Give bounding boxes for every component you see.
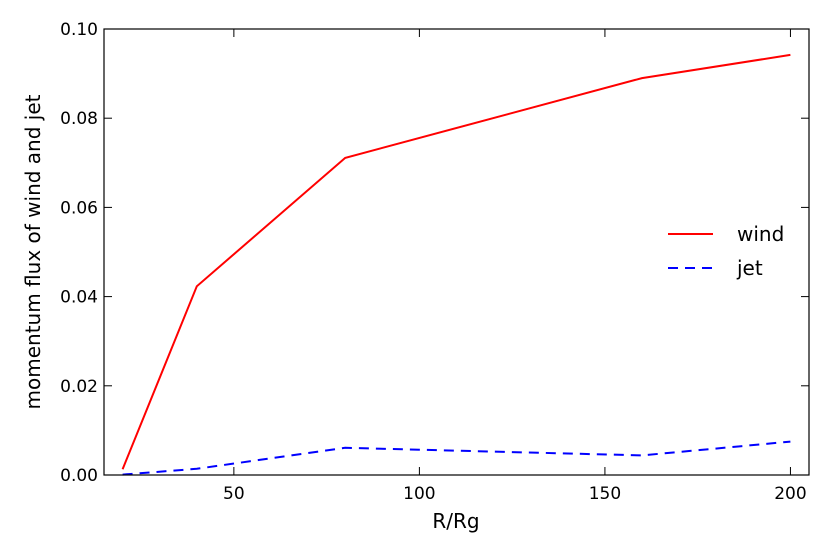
x-tick-label: 150 <box>589 484 621 504</box>
legend-label-wind: wind <box>737 222 784 246</box>
legend: wind jet <box>668 222 784 280</box>
y-axis-label: momentum flux of wind and jet <box>21 94 45 409</box>
x-axis-label: R/Rg <box>432 509 479 533</box>
plot-frame <box>103 28 810 476</box>
y-tick-label: 0.00 <box>60 466 98 486</box>
series-line-wind <box>121 53 791 470</box>
x-tick-label: 200 <box>774 484 806 504</box>
x-tick-label: 50 <box>223 484 245 504</box>
y-tick-label: 0.10 <box>60 20 98 40</box>
x-tick-label: 100 <box>403 484 435 504</box>
legend-label-jet: jet <box>736 256 763 280</box>
y-tick-label: 0.02 <box>60 377 98 397</box>
series-layer <box>121 53 791 476</box>
series-line-jet <box>122 440 791 476</box>
ticks-layer: 50 100 150 200 0.00 0.02 0.04 0.06 0.08 0.10 <box>60 20 809 504</box>
y-tick-label: 0.06 <box>60 198 98 218</box>
y-tick-label: 0.04 <box>60 288 98 308</box>
y-tick-label: 0.08 <box>60 109 98 129</box>
